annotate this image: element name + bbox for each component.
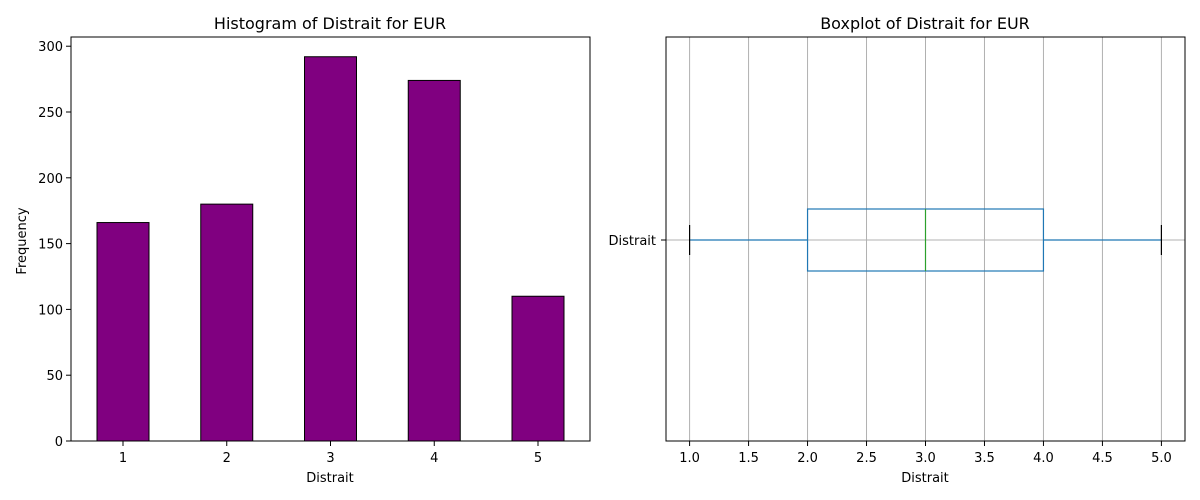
- histogram-x-ticks: 1 2 3 4 5: [119, 441, 542, 466]
- histogram-x-tick-label: 4: [430, 451, 438, 466]
- boxplot-x-tick-label: 2.0: [797, 451, 818, 466]
- boxplot-x-tick-label: 1.0: [679, 451, 700, 466]
- boxplot-x-tick-label: 3.0: [915, 451, 936, 466]
- histogram-y-tick-label: 0: [55, 435, 63, 450]
- histogram-plot-frame: [70, 36, 591, 442]
- histogram-x-tick-label: 1: [119, 451, 127, 466]
- boxplot-x-tick-label: 3.5: [974, 451, 995, 466]
- boxplot-x-tick-label: 4.0: [1033, 451, 1054, 466]
- histogram-bar: [96, 222, 150, 442]
- histogram-title: Histogram of Distrait for EUR: [214, 14, 446, 33]
- histogram-y-tick-label: 300: [38, 40, 63, 55]
- histogram-y-tick-label: 200: [38, 172, 63, 187]
- histogram-x-label: Distrait: [306, 471, 354, 486]
- histogram-bar: [200, 203, 254, 442]
- histogram-x-tick-label: 2: [223, 451, 231, 466]
- boxplot-title: Boxplot of Distrait for EUR: [820, 14, 1030, 33]
- histogram-x-tick-label: 5: [534, 451, 542, 466]
- histogram-y-tick-label: 250: [38, 106, 63, 121]
- histogram-y-tick-label: 150: [38, 238, 63, 253]
- boxplot-x-tick-label: 2.5: [856, 451, 877, 466]
- histogram-x-tick-label: 3: [326, 451, 334, 466]
- histogram-bar: [304, 56, 357, 442]
- boxplot-x-label: Distrait: [901, 471, 949, 486]
- boxplot-x-tick-label: 4.5: [1092, 451, 1113, 466]
- histogram-y-tick-label: 50: [46, 369, 63, 384]
- histogram-bars: [96, 56, 565, 442]
- histogram-y-label: Frequency: [15, 207, 30, 274]
- histogram-y-ticks: 0 50 100 150 200 250 300: [38, 40, 71, 450]
- boxplot-body: [688, 208, 1163, 272]
- boxplot-category-label: Distrait: [608, 234, 656, 249]
- histogram-bar: [511, 295, 565, 442]
- histogram-y-tick-label: 100: [38, 303, 63, 318]
- boxplot-x-ticks: 1.0 1.5 2.0 2.5 3.0 3.5 4.0 4.5 5.0: [679, 441, 1172, 466]
- boxplot-x-tick-label: 1.5: [738, 451, 759, 466]
- boxplot-panel: Boxplot of Distrait for EUR 1.0 1.5 2.0 2.5…: [608, 14, 1186, 486]
- boxplot-x-tick-label: 5.0: [1151, 451, 1172, 466]
- histogram-panel: Histogram of Distrait for EUR 0 50 100 150 2…: [15, 14, 591, 486]
- histogram-bar: [407, 79, 461, 442]
- boxplot-plot-frame: [665, 36, 1186, 442]
